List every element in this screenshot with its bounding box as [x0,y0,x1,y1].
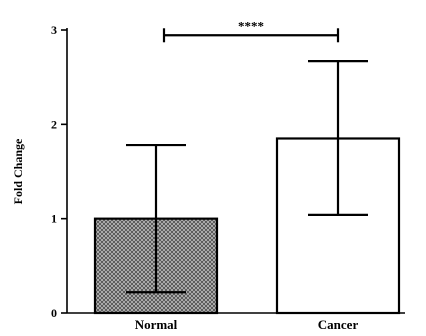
y-axis-title: Fold Change [11,138,25,204]
y-axis: 0 1 2 3 [51,23,68,320]
bars [93,137,401,315]
significance-bracket: **** [162,18,340,43]
significance-label: **** [238,18,264,33]
y-tick-label: 0 [51,306,57,320]
error-bars [126,60,368,294]
y-tick-label: 1 [51,212,57,226]
y-tick-label: 3 [51,23,57,37]
x-tick-label: Cancer [318,317,359,332]
x-axis: Normal Cancer [67,312,405,332]
x-tick-label: Normal [135,317,178,332]
y-tick-label: 2 [51,117,57,131]
